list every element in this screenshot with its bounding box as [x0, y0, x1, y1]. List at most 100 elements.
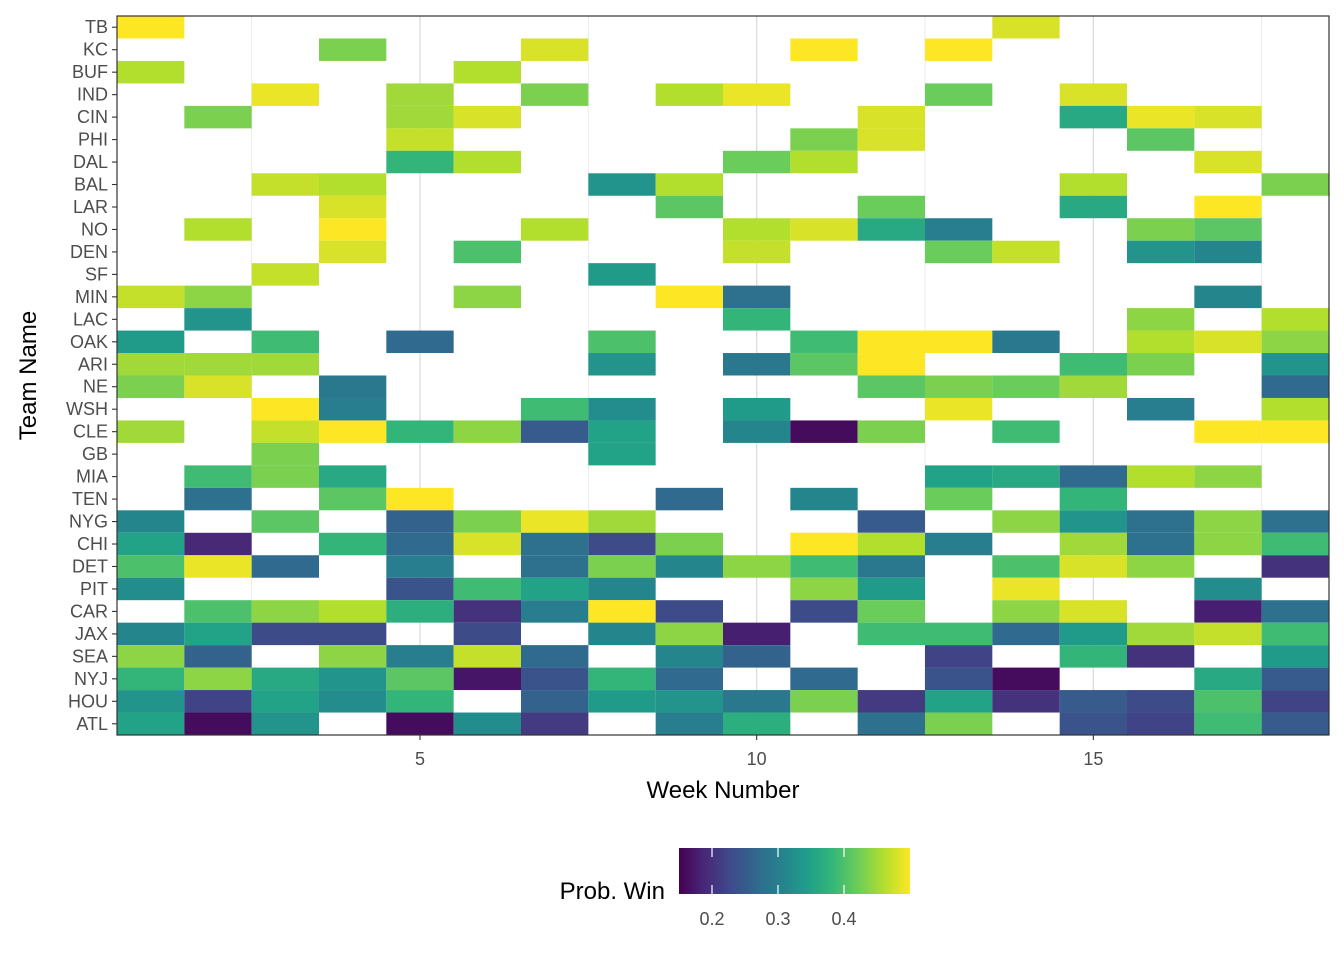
- heat-cell-ten-w9: [655, 487, 723, 511]
- heat-cell-ne-w14: [992, 375, 1060, 398]
- legend-tick-label-0: 0.2: [699, 909, 724, 929]
- heat-cell-ne-w4: [319, 375, 387, 398]
- heat-cell-hou-w3: [251, 690, 319, 713]
- y-tick-label-ari: ARI: [78, 354, 108, 374]
- legend-ticks: 0.2 0.3 0.4: [699, 848, 857, 929]
- heat-cell-oak-w12: [857, 330, 925, 354]
- heat-cell-det-w18: [1261, 555, 1329, 578]
- heat-cell-cle-w17: [1194, 420, 1262, 443]
- heat-cell-pit-w7: [521, 577, 589, 601]
- heat-cell-min-w1: [117, 285, 185, 309]
- heat-cell-jax-w13: [925, 622, 993, 646]
- heat-cell-phi-w5: [386, 128, 454, 151]
- y-tick-label-nyj: NYJ: [74, 669, 108, 689]
- heat-cell-nyg-w3: [251, 510, 319, 533]
- heat-cell-atl-w12: [857, 712, 925, 735]
- heat-cell-car-w11: [790, 600, 858, 623]
- heat-cell-ten-w15: [1059, 487, 1127, 511]
- heat-cell-lac-w2: [184, 308, 252, 331]
- y-tick-label-dal: DAL: [73, 152, 108, 172]
- heat-cell-sea-w13: [925, 645, 993, 668]
- y-tick-label-mia: MIA: [76, 467, 108, 487]
- heat-cell-jax-w17: [1194, 622, 1262, 646]
- heat-cell-mia-w3: [251, 465, 319, 488]
- y-tick-label-tb: TB: [85, 17, 108, 37]
- heat-cell-jax-w3: [251, 622, 319, 646]
- heat-cell-sea-w1: [117, 645, 185, 668]
- heat-cell-nyj-w13: [925, 667, 993, 691]
- heat-cell-jax-w1: [117, 622, 185, 646]
- heat-cell-nyj-w14: [992, 667, 1060, 691]
- heat-cell-min-w10: [723, 285, 791, 309]
- panel-border: [116, 15, 1330, 736]
- y-tick-label-den: DEN: [70, 242, 108, 262]
- heat-cell-phi-w11: [790, 128, 858, 151]
- heat-cell-wsh-w18: [1261, 397, 1329, 421]
- heat-cell-sea-w4: [319, 645, 387, 668]
- heat-cell-nyj-w11: [790, 667, 858, 691]
- heat-cell-nyj-w18: [1261, 667, 1329, 691]
- x-axis-title: Week Number: [647, 777, 800, 804]
- heat-cell-bal-w8: [588, 173, 656, 196]
- heat-cell-chi-w18: [1261, 532, 1329, 556]
- heat-cell-cin-w16: [1127, 105, 1195, 129]
- heat-cell-mia-w15: [1059, 465, 1127, 488]
- heat-cell-nyg-w6: [453, 510, 521, 533]
- heat-cell-oak-w5: [386, 330, 454, 354]
- heat-cell-hou-w15: [1059, 690, 1127, 713]
- heat-cell-wsh-w10: [723, 397, 791, 421]
- heat-cell-sea-w6: [453, 645, 521, 668]
- heat-cell-chi-w4: [319, 532, 387, 556]
- heat-cell-den-w14: [992, 240, 1060, 264]
- heat-cell-ari-w10: [723, 353, 791, 376]
- heat-cell-jax-w12: [857, 622, 925, 646]
- heat-cell-dal-w17: [1194, 150, 1262, 174]
- heat-cell-wsh-w13: [925, 397, 993, 421]
- heat-cell-cle-w4: [319, 420, 387, 443]
- heat-cell-cle-w12: [857, 420, 925, 443]
- heat-cell-car-w12: [857, 600, 925, 623]
- heat-cell-sea-w16: [1127, 645, 1195, 668]
- y-tick-label-car: CAR: [70, 601, 108, 621]
- y-tick-label-ten: TEN: [72, 489, 108, 509]
- heat-cell-oak-w13: [925, 330, 993, 354]
- heat-cell-cle-w3: [251, 420, 319, 443]
- heat-cell-tb-w1: [117, 16, 185, 39]
- heat-cell-chi-w2: [184, 532, 252, 556]
- heat-cell-car-w18: [1261, 600, 1329, 623]
- heat-cell-no-w7: [521, 218, 589, 241]
- heat-cell-no-w4: [319, 218, 387, 241]
- heat-cell-cle-w5: [386, 420, 454, 443]
- heat-cell-sea-w9: [655, 645, 723, 668]
- heat-cell-mia-w17: [1194, 465, 1262, 488]
- heat-cell-atl-w5: [386, 712, 454, 735]
- y-tick-label-bal: BAL: [74, 175, 108, 195]
- heat-cell-ne-w18: [1261, 375, 1329, 398]
- heat-cell-bal-w4: [319, 173, 387, 196]
- heat-cell-oak-w11: [790, 330, 858, 354]
- heat-cell-cle-w11: [790, 420, 858, 443]
- y-tick-label-sf: SF: [85, 264, 108, 284]
- heat-cell-ind-w9: [655, 83, 723, 106]
- heat-cell-mia-w4: [319, 465, 387, 488]
- heat-cell-min-w2: [184, 285, 252, 309]
- heat-cell-min-w6: [453, 285, 521, 309]
- heat-cell-no-w11: [790, 218, 858, 241]
- heat-cell-hou-w1: [117, 690, 185, 713]
- heat-cell-jax-w16: [1127, 622, 1195, 646]
- heat-cell-chi-w9: [655, 532, 723, 556]
- heat-cell-ind-w7: [521, 83, 589, 106]
- heat-cell-jax-w4: [319, 622, 387, 646]
- heat-cell-wsh-w7: [521, 397, 589, 421]
- heat-cell-hou-w12: [857, 690, 925, 713]
- heat-cell-den-w10: [723, 240, 791, 264]
- heat-cell-mia-w2: [184, 465, 252, 488]
- heat-cell-chi-w12: [857, 532, 925, 556]
- x-tick-label-15: 15: [1083, 749, 1103, 769]
- heat-cell-sea-w7: [521, 645, 589, 668]
- heat-cell-nyg-w15: [1059, 510, 1127, 533]
- heat-cell-nyg-w14: [992, 510, 1060, 533]
- heat-cell-pit-w12: [857, 577, 925, 601]
- x-tick-label-10: 10: [747, 749, 767, 769]
